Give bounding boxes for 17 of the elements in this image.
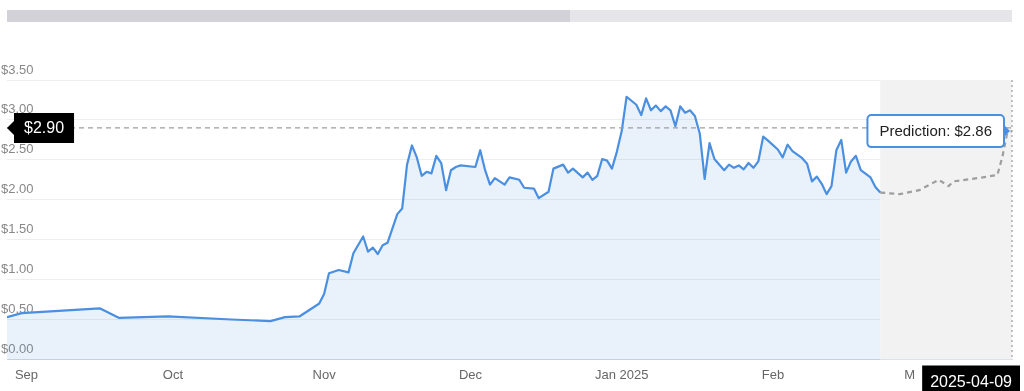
x-tick-label: Dec [458,366,483,382]
y-tick-label: $2.00 [1,181,34,197]
y-tick-label: $1.00 [1,261,34,277]
x-tick-label: Jan 2025 [594,366,649,382]
annotation: Prediction: $2.86 [879,122,992,140]
x-tick-label: Nov [312,366,337,382]
text: 2025-04-09 [930,372,1013,390]
y-tick-label: $2.50 [1,141,34,157]
y-tick-label: $0.00 [1,340,34,356]
x-tick-label: Oct [162,366,184,382]
x-tick-label: M [904,366,915,382]
x-tick-label: Sep [14,366,39,382]
y-tick-label: $3.00 [1,101,34,117]
y-tick-label: $3.50 [1,61,34,77]
x-tick-label: Feb [761,366,785,382]
y-tick-label: $1.50 [1,221,34,237]
ref-line-label: $2.90 [24,119,65,137]
